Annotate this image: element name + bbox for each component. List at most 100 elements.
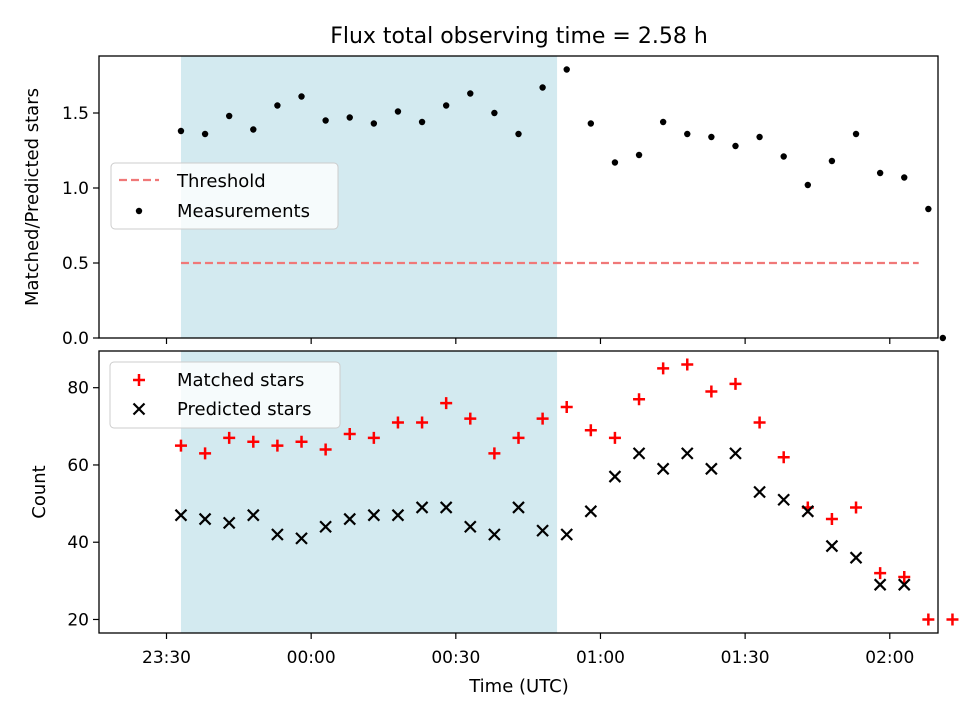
y-tick-label: 40 (67, 533, 89, 553)
legend: Matched stars Predicted stars (109, 361, 341, 429)
measurement-point (467, 90, 474, 97)
predicted-point (222, 516, 236, 530)
axes-frame (98, 350, 939, 634)
measurement-point (659, 118, 667, 126)
measurement-point (804, 181, 812, 189)
measurement-point (491, 109, 498, 117)
matched-point (512, 431, 525, 444)
y-tick-label: 1.0 (62, 179, 89, 199)
legend: Threshold Measurements (110, 162, 339, 230)
matched-point (416, 416, 429, 429)
legend-label: Measurements (177, 201, 310, 222)
predicted-point (560, 528, 573, 541)
legend-label: Threshold (176, 171, 266, 192)
predicted-point (247, 508, 260, 522)
matched-point (922, 613, 935, 626)
legend-label: Matched stars (177, 370, 304, 391)
y-axis-label: Matched/Predicted stars (22, 88, 43, 306)
y-axis-label: Count (29, 465, 50, 518)
measurement-point (418, 118, 426, 126)
predicted-point (777, 493, 790, 507)
matched-point (825, 513, 838, 526)
predicted-point (873, 578, 887, 591)
measurement-point (322, 117, 329, 124)
measurement-point (587, 120, 595, 127)
matched-legend-icon (133, 374, 145, 386)
measurement-point (370, 120, 378, 127)
matched-point (343, 428, 356, 441)
predicted-point (367, 508, 381, 522)
y-tick-label: 20 (67, 610, 89, 630)
measurement-point (563, 66, 570, 73)
legend-box (109, 361, 341, 429)
matched-point (223, 431, 236, 444)
measurement-point (939, 334, 947, 342)
x-tick-label: 23:30 (142, 648, 191, 668)
matched-point (199, 447, 212, 460)
predicted-point (319, 520, 332, 534)
legend-box (110, 162, 339, 230)
matched-point (271, 439, 284, 452)
y-tick-label: 1.5 (62, 104, 89, 124)
matched-point (777, 451, 790, 464)
matched-point (247, 435, 260, 448)
measurement-point (225, 112, 233, 120)
matched-point (560, 401, 573, 414)
predicted-point (729, 447, 742, 460)
predicted-point (656, 462, 670, 476)
predicted-point (415, 501, 429, 514)
measurement-point (635, 151, 643, 159)
predicted-point (198, 512, 212, 526)
matched-point (657, 362, 670, 375)
matched-point (174, 439, 187, 452)
y-tick-label: 0.5 (62, 254, 89, 274)
predicted-point (705, 462, 718, 476)
predicted-point (512, 501, 525, 514)
measurement-point (346, 114, 353, 121)
matched-point (633, 393, 646, 406)
y-tick-label: 0.0 (62, 329, 89, 349)
matched-point (946, 613, 959, 626)
measurement-point (442, 102, 450, 109)
matched-point (440, 397, 453, 410)
predicted-point (680, 447, 694, 460)
predicted-point (439, 501, 453, 514)
matched-point (850, 501, 863, 514)
x-tick-label: 01:00 (576, 648, 625, 668)
predicted-point (464, 520, 477, 534)
measurement-point (394, 108, 402, 115)
predicted-point (271, 528, 284, 541)
matched-point (874, 567, 887, 580)
plot-area (177, 66, 947, 342)
count-panel: 20 40 60 80 Count 23:30 00:00 00:30 01:00 01:30 02… (29, 350, 959, 668)
measurement-point (201, 130, 209, 138)
measurement-point (177, 127, 185, 135)
measurement-point (852, 130, 860, 138)
predicted-point (536, 524, 549, 537)
measurement-point (756, 133, 763, 141)
measurement-point (515, 130, 522, 138)
predicted-point (488, 528, 501, 541)
y-tick-label: 60 (67, 456, 89, 476)
matched-point (681, 358, 694, 371)
measurement-point (539, 84, 546, 91)
x-tick-label: 00:00 (287, 648, 336, 668)
plot-area (174, 358, 959, 626)
x-tick-label: 01:30 (721, 648, 770, 668)
predicted-point (295, 532, 308, 545)
matched-point (608, 431, 621, 444)
measurement-point (925, 205, 932, 213)
matched-point (753, 416, 766, 429)
matched-point (705, 385, 718, 398)
predicted-point (849, 551, 863, 564)
x-axis-label: Time (UTC) (468, 676, 569, 697)
measurement-point (780, 153, 787, 160)
predicted-point (608, 470, 622, 483)
measurement-point (732, 142, 739, 150)
measurement-point (876, 169, 884, 177)
predicted-point (391, 508, 405, 522)
matched-point (488, 447, 501, 460)
x-tick-label: 00:30 (431, 648, 480, 668)
y-tick-label: 80 (67, 379, 89, 399)
